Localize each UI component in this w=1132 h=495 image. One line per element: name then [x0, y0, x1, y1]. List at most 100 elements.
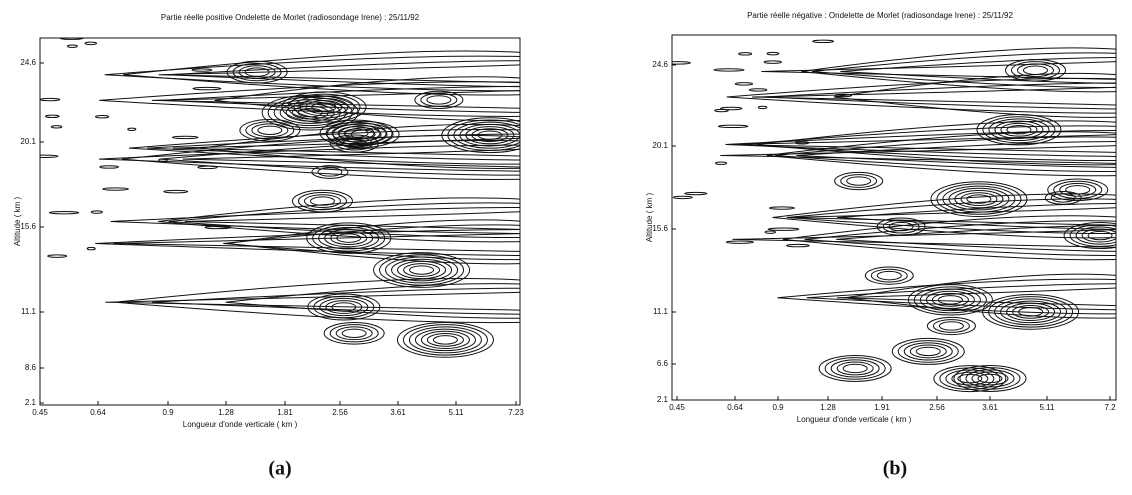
contour	[812, 39, 835, 44]
contour	[957, 373, 983, 384]
contour	[953, 364, 1027, 392]
x-tick-label: 7.23	[508, 408, 524, 417]
contours	[672, 39, 1116, 393]
x-tick-label: 1.91	[874, 403, 890, 412]
contour	[127, 127, 137, 132]
contour	[897, 340, 959, 363]
contour	[279, 101, 341, 124]
contour	[453, 121, 520, 149]
contour	[447, 119, 520, 151]
contour	[767, 227, 800, 231]
contour	[373, 252, 471, 288]
contour	[714, 161, 728, 165]
x-tick-label: 5.11	[1040, 403, 1056, 412]
contour	[752, 86, 1116, 106]
contour	[919, 288, 981, 312]
contour	[311, 165, 349, 179]
contour	[307, 293, 381, 321]
contour	[1044, 190, 1082, 205]
contour	[326, 120, 400, 148]
contour	[99, 165, 119, 169]
contour	[414, 328, 476, 352]
contour	[319, 297, 369, 317]
contour	[1087, 230, 1113, 241]
contour	[238, 65, 276, 79]
contour	[95, 115, 110, 119]
contour	[1050, 193, 1076, 203]
contour	[794, 141, 810, 145]
contour	[331, 124, 381, 143]
contour	[397, 260, 447, 280]
contour	[465, 126, 515, 145]
contour	[45, 114, 60, 119]
x-tick-label: 0.64	[90, 408, 106, 417]
contour	[937, 295, 963, 305]
contour	[930, 181, 1028, 218]
contour	[982, 293, 1080, 330]
contour	[332, 123, 394, 146]
contour	[836, 361, 874, 376]
contour	[40, 97, 61, 102]
x-tick-label: 7.2	[1104, 403, 1116, 412]
contour	[1012, 304, 1050, 319]
contour	[168, 202, 520, 239]
contour	[402, 324, 488, 356]
contour	[99, 81, 520, 117]
contour	[768, 206, 795, 210]
contour	[806, 283, 1116, 311]
contour	[244, 67, 270, 77]
contour	[329, 324, 379, 343]
contour	[734, 82, 754, 86]
contour	[713, 68, 745, 72]
contour	[329, 134, 379, 153]
x-tick-label: 0.45	[669, 403, 685, 412]
contour	[672, 61, 691, 65]
contour	[782, 215, 1116, 261]
contour	[915, 346, 941, 357]
contour	[426, 332, 464, 347]
contour	[84, 41, 98, 46]
contour	[297, 192, 347, 211]
contour	[840, 174, 878, 188]
contour	[227, 219, 520, 265]
contour	[338, 125, 388, 144]
y-tick-label: 8.6	[25, 363, 37, 372]
contour	[324, 229, 374, 248]
contour	[379, 254, 465, 286]
contour	[312, 224, 386, 252]
contour	[86, 246, 96, 251]
contour	[1000, 300, 1062, 324]
x-tick-label: 1.81	[277, 408, 293, 417]
contour	[287, 93, 361, 121]
contour	[330, 231, 368, 246]
contour	[317, 167, 343, 177]
contour	[158, 197, 520, 243]
contour	[726, 77, 1116, 114]
contour	[925, 290, 975, 309]
contour	[160, 85, 520, 113]
contour	[1006, 125, 1032, 135]
contour	[672, 195, 693, 200]
contour	[942, 185, 1016, 213]
contour	[876, 217, 926, 236]
contour	[192, 86, 222, 91]
contour	[891, 337, 965, 365]
contour	[834, 93, 853, 98]
contour	[420, 330, 470, 349]
x-tick-label: 2.56	[332, 408, 348, 417]
contour	[766, 131, 1116, 177]
contour	[1059, 182, 1097, 197]
contour	[50, 125, 63, 129]
contour	[903, 342, 953, 361]
contour	[796, 140, 1116, 168]
x-tick-label: 1.28	[218, 408, 234, 417]
contour	[888, 221, 914, 232]
contour	[994, 298, 1068, 326]
contour	[257, 125, 283, 135]
contour	[1053, 180, 1103, 199]
contour	[420, 92, 458, 107]
contour	[350, 129, 376, 140]
contour	[976, 114, 1062, 146]
contour	[341, 138, 367, 149]
contour	[907, 284, 993, 316]
